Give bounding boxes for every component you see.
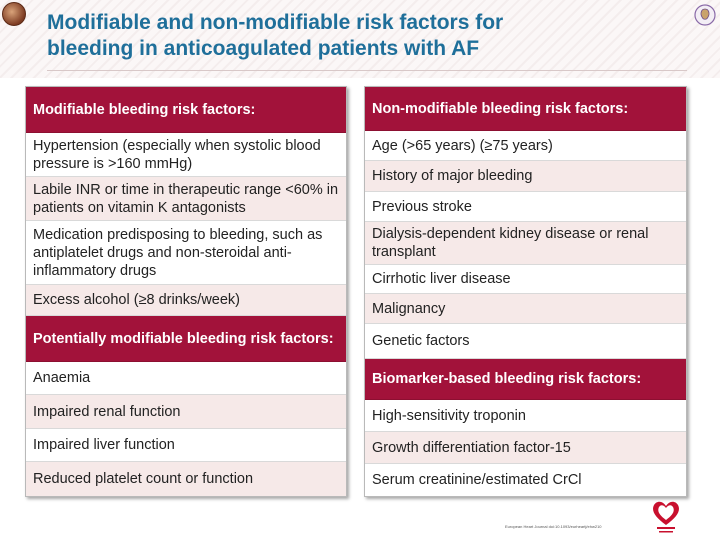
table-row: Cirrhotic liver disease (365, 265, 686, 294)
non-modifiable-risk-factors-table: Non-modifiable bleeding risk factors: Ag… (364, 86, 687, 497)
title-divider (47, 70, 687, 71)
biomarker-header: Biomarker-based bleeding risk factors: (365, 359, 686, 400)
table-row: Dialysis-dependent kidney disease or ren… (365, 222, 686, 265)
footer-citation: European Heart Journal doi:10.1093/eurhe… (505, 524, 602, 529)
table-row: Age (>65 years) (≥75 years) (365, 131, 686, 161)
table-row: History of major bleeding (365, 161, 686, 192)
potentially-modifiable-header: Potentially modifiable bleeding risk fac… (26, 316, 346, 362)
title-line-1: Modifiable and non-modifiable risk facto… (47, 11, 504, 34)
table-row: Genetic factors (365, 324, 686, 359)
society-logo-icon (2, 2, 26, 26)
table-row: Growth differentiation factor-15 (365, 432, 686, 464)
table-row: Impaired liver function (26, 429, 346, 462)
table-row: Hypertension (especially when systolic b… (26, 133, 346, 177)
slide-title: Modifiable and non-modifiable risk facto… (47, 10, 647, 62)
modifiable-header: Modifiable bleeding risk factors: (26, 87, 346, 133)
table-row: Excess alcohol (≥8 drinks/week) (26, 285, 346, 316)
table-row: Impaired renal function (26, 395, 346, 429)
table-row: Reduced platelet count or function (26, 462, 346, 496)
non-modifiable-header: Non-modifiable bleeding risk factors: (365, 87, 686, 131)
table-row: Medication predisposing to bleeding, suc… (26, 221, 346, 285)
table-row: Malignancy (365, 294, 686, 324)
title-band-background (0, 0, 720, 78)
modifiable-risk-factors-table: Modifiable bleeding risk factors: Hypert… (25, 86, 347, 497)
esc-heart-logo-icon (653, 501, 679, 533)
journal-logo-icon (694, 4, 716, 26)
title-line-2: bleeding in anticoagulated patients with… (47, 37, 480, 60)
table-row: Previous stroke (365, 192, 686, 222)
table-row: High-sensitivity troponin (365, 400, 686, 432)
table-row: Labile INR or time in therapeutic range … (26, 177, 346, 221)
table-row: Anaemia (26, 362, 346, 395)
table-row: Serum creatinine/estimated CrCl (372, 472, 582, 488)
